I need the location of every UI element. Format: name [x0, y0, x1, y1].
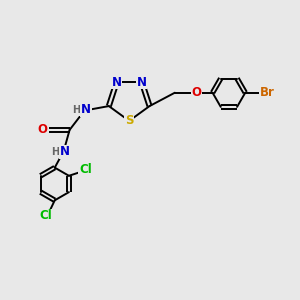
Text: H: H — [51, 147, 59, 157]
Text: O: O — [38, 123, 48, 136]
Text: O: O — [191, 86, 201, 99]
Text: N: N — [60, 146, 70, 158]
Text: N: N — [81, 103, 91, 116]
Text: Cl: Cl — [79, 163, 92, 176]
Text: Br: Br — [260, 86, 275, 99]
Text: N: N — [112, 76, 122, 89]
Text: H: H — [72, 105, 80, 115]
Text: N: N — [137, 76, 147, 89]
Text: Cl: Cl — [40, 209, 52, 222]
Text: S: S — [125, 114, 134, 128]
